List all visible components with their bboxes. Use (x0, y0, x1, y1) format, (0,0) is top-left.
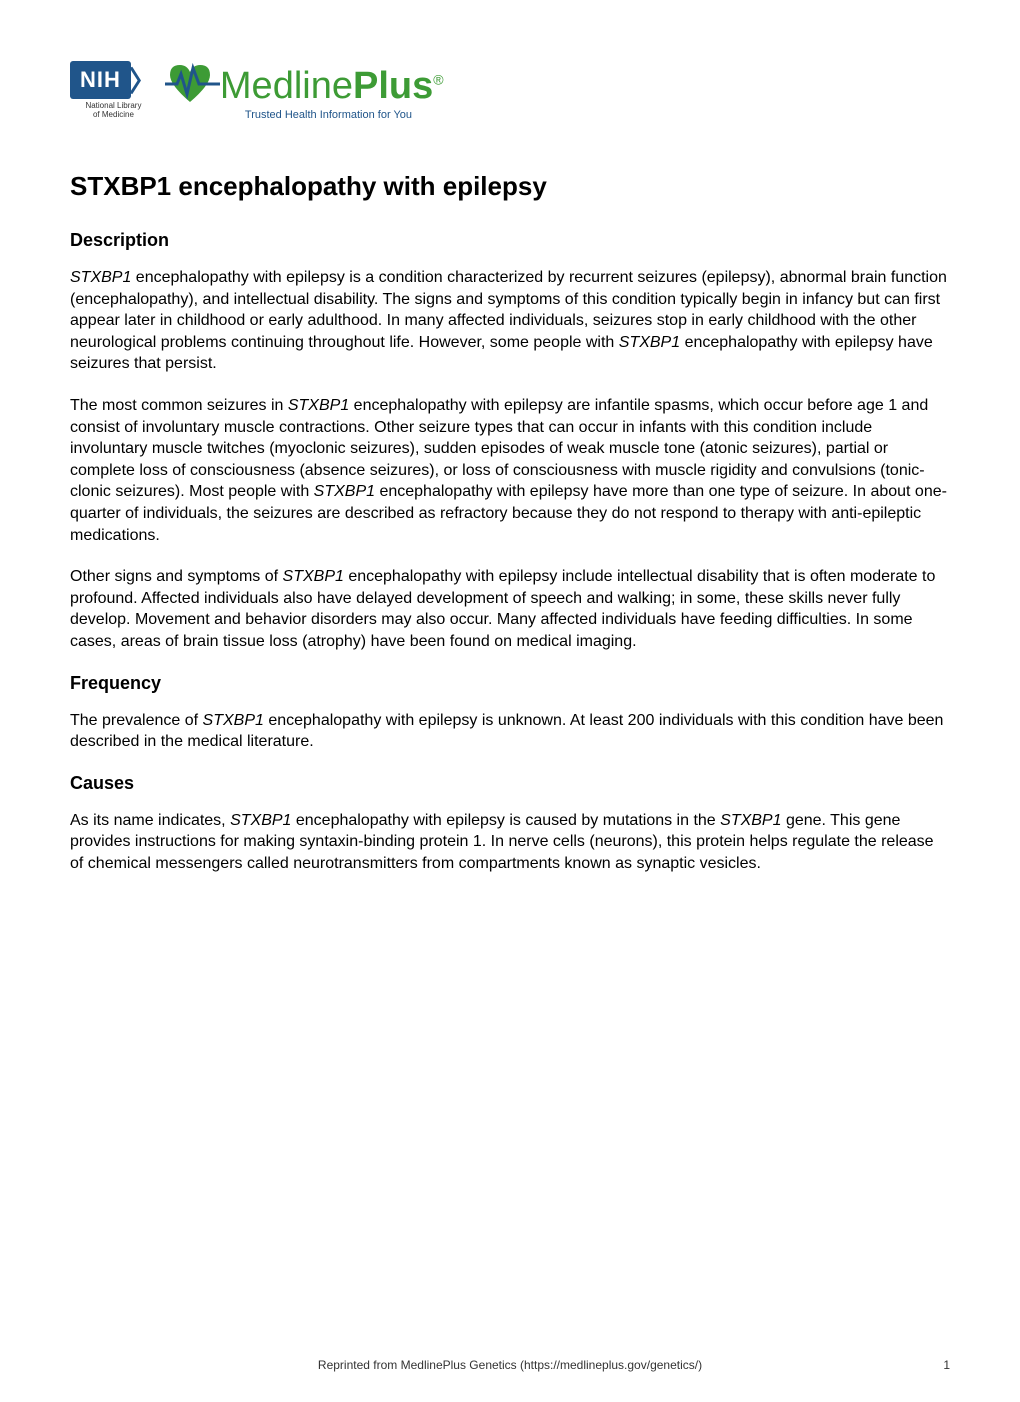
brand-text: MedlinePlus® (220, 65, 444, 108)
causes-para-1: As its name indicates, STXBP1 encephalop… (70, 810, 950, 875)
nih-box: NIH (70, 61, 131, 99)
chevron-icon: 〉 (129, 60, 157, 100)
header-logo: NIH 〉 National Library of Medicine Medli… (70, 60, 950, 121)
tagline: Trusted Health Information for You (245, 109, 412, 121)
page-title: STXBP1 encephalopathy with epilepsy (70, 171, 950, 202)
frequency-para-1: The prevalence of STXBP1 encephalopathy … (70, 710, 950, 753)
section-heading-description: Description (70, 230, 950, 251)
section-heading-frequency: Frequency (70, 673, 950, 694)
nih-badge: NIH 〉 National Library of Medicine (70, 60, 157, 120)
page-number: 1 (943, 1358, 950, 1372)
description-para-3: Other signs and symptoms of STXBP1 encep… (70, 566, 950, 652)
nlm-text: National Library of Medicine (85, 102, 141, 120)
section-heading-causes: Causes (70, 773, 950, 794)
heart-wave-icon (165, 60, 220, 113)
logo-main: MedlinePlus® (165, 60, 444, 113)
footer-text: Reprinted from MedlinePlus Genetics (htt… (0, 1358, 1020, 1372)
description-para-1: STXBP1 encephalopathy with epilepsy is a… (70, 267, 950, 375)
medlineplus-logo: MedlinePlus® Trusted Health Information … (165, 60, 444, 121)
description-para-2: The most common seizures in STXBP1 encep… (70, 395, 950, 546)
